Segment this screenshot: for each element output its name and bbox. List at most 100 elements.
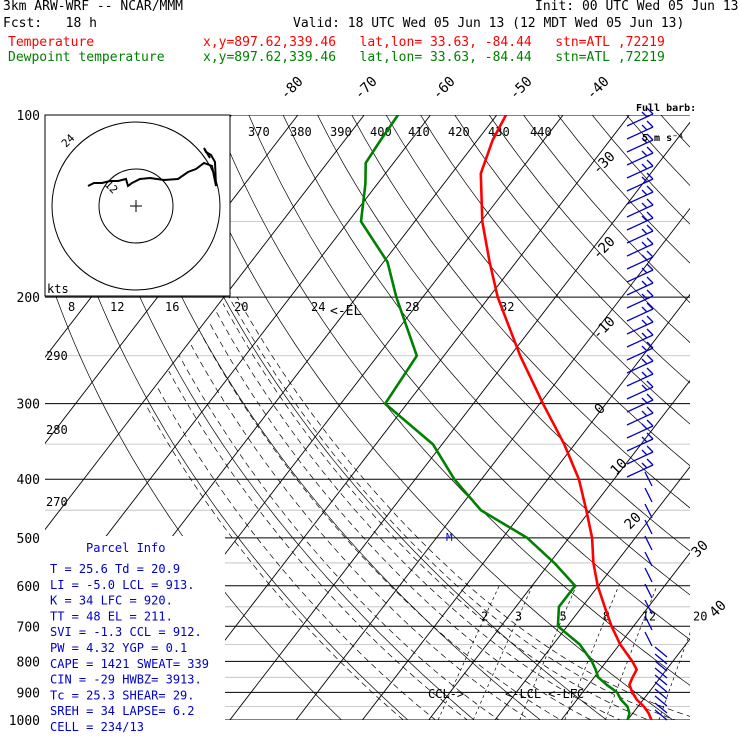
dry-adiabat — [248, 115, 690, 720]
wind-barb-flag — [641, 254, 648, 261]
wind-barb-staff — [626, 321, 654, 335]
wind-barb-flag — [641, 150, 648, 157]
wind-barb-flag — [646, 172, 654, 180]
wind-barb — [626, 263, 654, 283]
hodograph-speed-tick: 8 — [68, 300, 75, 314]
wind-barb-flag — [641, 397, 648, 404]
wind-barb — [626, 146, 654, 166]
hodograph-units: kts — [47, 282, 69, 296]
isotherm-label: -30 — [590, 149, 619, 178]
wind-barb-staff — [626, 308, 654, 322]
dry-adiabat — [145, 115, 625, 720]
wind-barb-flag — [641, 267, 648, 274]
theta-label: 430 — [488, 125, 510, 139]
isotherm-label: -40 — [584, 74, 613, 103]
isotherm-label: -70 — [352, 74, 381, 103]
axis-labels: 100 200 300 400 500 600 700 800 900 1000 2 3 5 8 12 20 -… — [9, 74, 730, 729]
wind-barb — [626, 406, 654, 426]
wind-barb-staff — [626, 464, 654, 478]
parcel-info-row: CAPE = 1421 SWEAT= 339 — [50, 657, 209, 671]
parcel-info-box: Parcel Info T = 25.6 Td = 20.9 LI = -5.0 L… — [45, 536, 225, 734]
dry-adiabat — [76, 115, 490, 720]
pressure-tick-label: 200 — [17, 291, 40, 306]
wind-barb-staff — [626, 139, 654, 153]
dry-adiabat — [45, 115, 423, 720]
wind-barb-staff — [626, 347, 654, 361]
wind-barb — [626, 380, 654, 400]
theta-label: 410 — [408, 125, 430, 139]
wind-barb-flag — [646, 120, 654, 128]
wind-barb-staff — [644, 567, 653, 583]
dry-adiabat — [591, 115, 690, 720]
wind-barb — [626, 445, 654, 465]
isotherm-label: 30 — [689, 538, 712, 561]
wind-barb-flag — [646, 250, 654, 258]
wind-barb-staff — [626, 412, 654, 426]
wind-barb-flag — [641, 111, 648, 118]
dry-adiabat — [214, 115, 690, 720]
wind-barb-staff — [626, 334, 654, 348]
wind-barb-flag — [646, 185, 654, 193]
moist-adiabat — [144, 403, 420, 720]
wind-barb-staff — [654, 695, 668, 707]
isotherm-line — [694, 115, 740, 720]
wind-barb-flag — [646, 211, 654, 219]
wind-barb-flag — [646, 380, 654, 388]
wind-barb-flag — [641, 163, 648, 170]
wind-barb-flag — [646, 432, 654, 440]
model-title: 3km ARW-WRF -- NCAR/MMM — [3, 0, 184, 14]
wind-barb-flag — [646, 263, 654, 271]
temperature-station-info: x,y=897.62,339.46 lat,lon= 33.63, -84.44… — [203, 35, 665, 50]
pressure-tick-label: 600 — [17, 580, 40, 595]
wind-barb-flag — [646, 133, 654, 141]
background-grid — [45, 115, 740, 733]
parcel-info-row: PW = 4.32 YGP = 0.1 — [50, 641, 187, 655]
wind-barb-flag — [646, 146, 654, 154]
parcel-info-title: Parcel Info — [86, 541, 165, 555]
wind-barb-staff — [626, 295, 654, 309]
dry-adiabat — [282, 115, 690, 720]
wind-barb-staff — [626, 282, 654, 296]
wind-barb — [626, 432, 654, 452]
wind-barb-flag — [646, 328, 654, 336]
pressure-tick-label: 500 — [17, 532, 40, 547]
barb-legend-line2: 5 m s⁻¹ — [642, 133, 685, 144]
wind-barb-staff — [654, 709, 668, 721]
wind-barb — [626, 120, 654, 140]
pressure-tick-label: 800 — [17, 655, 40, 670]
wind-barb-flag — [646, 237, 654, 245]
mixing-ratio-line — [437, 585, 500, 720]
wind-barb-staff — [626, 178, 654, 192]
hodograph-ring-outer — [51, 121, 221, 291]
wind-barb-flag — [641, 306, 648, 313]
wind-barb-flag — [641, 202, 648, 209]
wind-barb-flag — [646, 341, 654, 349]
moist-adiabat — [228, 296, 690, 720]
hodograph-speed-tick: 16 — [165, 300, 179, 314]
theta-label: 400 — [370, 125, 392, 139]
mixing-ratio-label: 8 — [603, 609, 610, 623]
hodograph-speed-tick: 20 — [234, 300, 248, 314]
isotherm-line — [362, 115, 690, 720]
wind-barb-flag — [641, 241, 648, 248]
theta-label-left: 290 — [46, 349, 68, 363]
isotherm-label: -60 — [430, 74, 459, 103]
theta-label: 380 — [290, 125, 312, 139]
wind-barb-flag — [646, 315, 654, 323]
wind-barb-flag — [646, 406, 654, 414]
wind-barb-flag — [646, 419, 654, 427]
mixing-ratio-label: 12 — [642, 609, 656, 623]
wind-barb-flag — [641, 410, 648, 417]
wind-barb-staff — [654, 688, 668, 700]
temperature-line — [479, 115, 653, 720]
dry-adiabat — [695, 115, 740, 733]
wind-barb — [626, 367, 654, 387]
isotherm-line — [494, 115, 690, 720]
wind-barb-staff — [644, 487, 653, 503]
wind-barb-staff — [626, 399, 654, 413]
wind-barb — [626, 458, 654, 478]
wind-barb — [626, 289, 654, 309]
forecast-hour: Fcst: 18 h — [3, 16, 97, 31]
wind-barb-flag — [646, 393, 654, 401]
mixing-ratio-line — [472, 585, 533, 720]
